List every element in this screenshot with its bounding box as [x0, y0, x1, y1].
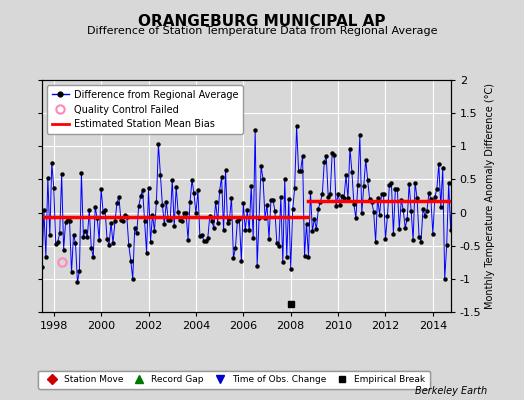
Text: Berkeley Earth: Berkeley Earth — [415, 386, 487, 396]
Legend: Station Move, Record Gap, Time of Obs. Change, Empirical Break: Station Move, Record Gap, Time of Obs. C… — [38, 371, 430, 389]
Text: ORANGEBURG MUNICIPAL AP: ORANGEBURG MUNICIPAL AP — [138, 14, 386, 29]
Text: Difference of Station Temperature Data from Regional Average: Difference of Station Temperature Data f… — [87, 26, 437, 36]
Y-axis label: Monthly Temperature Anomaly Difference (°C): Monthly Temperature Anomaly Difference (… — [485, 83, 496, 309]
